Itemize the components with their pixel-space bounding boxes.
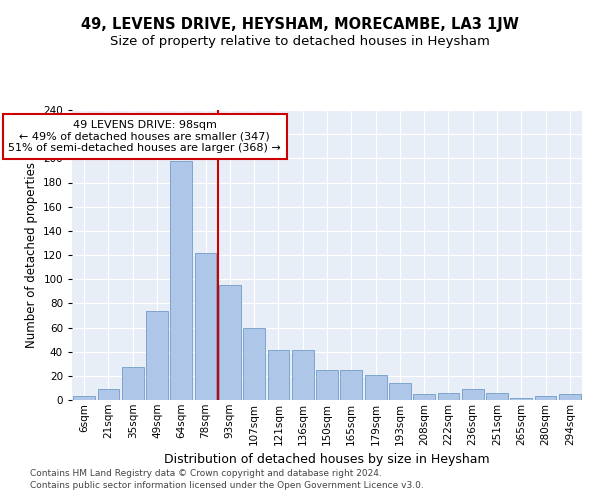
- Bar: [146, 310, 168, 400]
- Bar: [486, 393, 508, 400]
- Bar: [219, 285, 241, 400]
- Bar: [316, 370, 338, 400]
- Text: 49 LEVENS DRIVE: 98sqm
← 49% of detached houses are smaller (347)
51% of semi-de: 49 LEVENS DRIVE: 98sqm ← 49% of detached…: [8, 120, 281, 153]
- Bar: [97, 389, 119, 400]
- Bar: [437, 393, 460, 400]
- Bar: [340, 370, 362, 400]
- Bar: [365, 374, 386, 400]
- Text: Contains public sector information licensed under the Open Government Licence v3: Contains public sector information licen…: [30, 481, 424, 490]
- X-axis label: Distribution of detached houses by size in Heysham: Distribution of detached houses by size …: [164, 453, 490, 466]
- Bar: [194, 252, 217, 400]
- Text: Size of property relative to detached houses in Heysham: Size of property relative to detached ho…: [110, 35, 490, 48]
- Y-axis label: Number of detached properties: Number of detached properties: [25, 162, 38, 348]
- Bar: [122, 368, 143, 400]
- Bar: [462, 389, 484, 400]
- Bar: [389, 383, 411, 400]
- Bar: [170, 161, 192, 400]
- Bar: [535, 396, 556, 400]
- Bar: [292, 350, 314, 400]
- Bar: [559, 394, 581, 400]
- Text: 49, LEVENS DRIVE, HEYSHAM, MORECAMBE, LA3 1JW: 49, LEVENS DRIVE, HEYSHAM, MORECAMBE, LA…: [81, 18, 519, 32]
- Bar: [268, 350, 289, 400]
- Bar: [511, 398, 532, 400]
- Bar: [243, 328, 265, 400]
- Bar: [73, 396, 95, 400]
- Text: Contains HM Land Registry data © Crown copyright and database right 2024.: Contains HM Land Registry data © Crown c…: [30, 468, 382, 477]
- Bar: [413, 394, 435, 400]
